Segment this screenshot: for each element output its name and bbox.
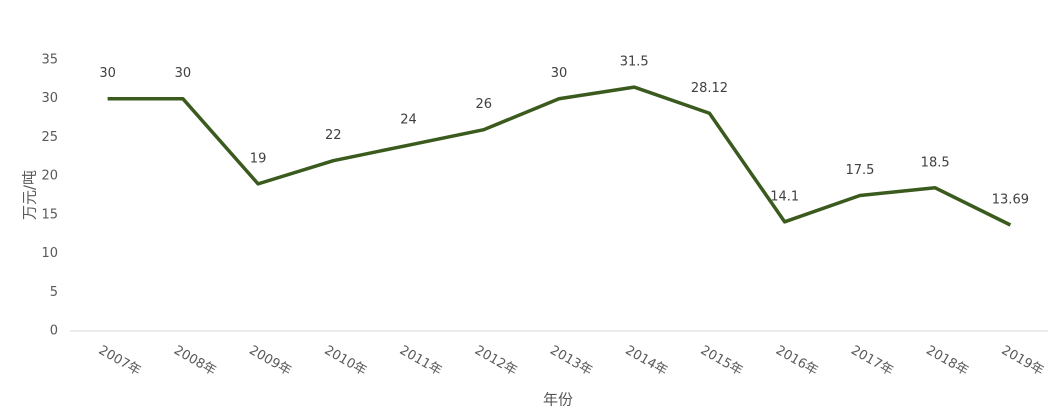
y-tick-label: 15	[41, 207, 58, 222]
x-tick-label: 2019年	[999, 343, 1046, 379]
data-label: 30	[175, 66, 192, 81]
x-tick-label: 2015年	[698, 343, 745, 379]
x-tick-label: 2010年	[322, 343, 369, 379]
data-label: 30	[99, 66, 116, 81]
y-tick-label: 35	[41, 53, 58, 68]
x-tick-label: 2017年	[848, 343, 895, 379]
data-line	[107, 85, 1012, 227]
x-tick-label: 2008年	[171, 343, 218, 379]
x-tick-label: 2014年	[623, 343, 670, 379]
y-axis-label: 万元/吨	[21, 170, 39, 220]
x-tick-label: 2016年	[773, 343, 820, 379]
y-tick-label: 25	[41, 130, 58, 145]
x-tick-label: 2011年	[397, 343, 444, 379]
x-tick-label: 2009年	[246, 343, 293, 379]
y-tick-label: 5	[50, 285, 58, 300]
data-label: 18.5	[921, 155, 950, 170]
data-label: 14.1	[770, 189, 799, 204]
y-tick-label: 30	[41, 91, 58, 106]
x-tick-label: 2013年	[547, 343, 594, 379]
data-label: 13.69	[992, 193, 1029, 208]
data-label: 26	[475, 97, 492, 112]
data-label: 19	[250, 151, 267, 166]
y-tick-label: 0	[50, 324, 58, 339]
data-label: 22	[325, 128, 342, 143]
x-tick-label: 2018年	[923, 343, 970, 379]
data-label: 24	[400, 113, 417, 128]
x-axis-label: 年份	[543, 391, 573, 409]
data-label: 31.5	[620, 55, 649, 70]
x-tick-label: 2012年	[472, 343, 519, 379]
data-label: 30	[551, 66, 568, 81]
data-label: 17.5	[845, 163, 874, 178]
x-tick-label: 2007年	[96, 343, 143, 379]
data-label: 28.12	[691, 81, 728, 96]
y-tick-label: 20	[41, 169, 58, 184]
y-tick-label: 10	[41, 246, 58, 261]
